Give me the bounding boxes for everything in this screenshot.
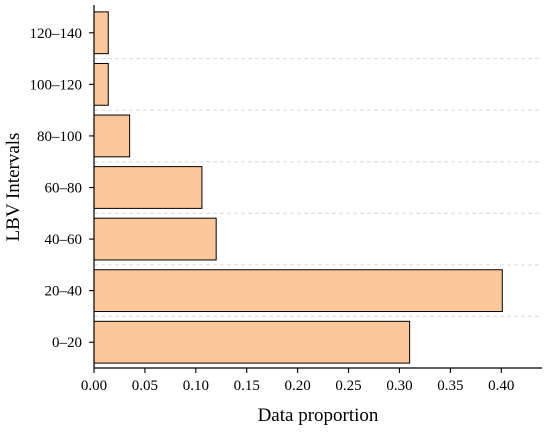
y-tick-label: 20–40 xyxy=(45,284,83,300)
x-tick-label: 0.35 xyxy=(437,378,463,394)
bar-60–80 xyxy=(93,166,203,209)
y-tick-label: 60–80 xyxy=(45,181,83,197)
bar-100–120 xyxy=(93,62,109,106)
y-tick-label: 0–20 xyxy=(52,335,82,351)
y-tick-label: 40–60 xyxy=(45,232,83,248)
y-ticks: 0–20 20–40 40–60 60–80 80–100 100–120 120–140 xyxy=(30,26,94,351)
y-axis-title: LBV Intervals xyxy=(3,133,24,242)
bar-80–100 xyxy=(93,114,131,158)
x-axis-title: Data proportion xyxy=(258,405,379,426)
y-tick-label: 120–140 xyxy=(30,26,83,42)
x-tick-label: 0.00 xyxy=(81,378,107,394)
x-tick-label: 0.05 xyxy=(132,378,158,394)
y-tick-label: 100–120 xyxy=(30,77,83,93)
x-tick-label: 0.20 xyxy=(285,378,311,394)
bar-20–40 xyxy=(93,269,503,313)
x-tick-label: 0.40 xyxy=(488,378,514,394)
x-ticks: 0.00 0.05 0.10 0.15 0.20 0.25 0.30 0.35 0.40 xyxy=(81,368,514,394)
x-tick-label: 0.25 xyxy=(335,378,361,394)
x-tick-label: 0.30 xyxy=(386,378,412,394)
bars xyxy=(93,11,503,364)
bar-0–20 xyxy=(93,320,411,364)
y-tick-label: 80–100 xyxy=(37,129,82,145)
bar-40–60 xyxy=(93,217,217,261)
x-tick-label: 0.15 xyxy=(234,378,260,394)
grid-lines xyxy=(94,58,542,317)
bar-120–140 xyxy=(93,11,109,55)
x-tick-label: 0.10 xyxy=(183,378,209,394)
